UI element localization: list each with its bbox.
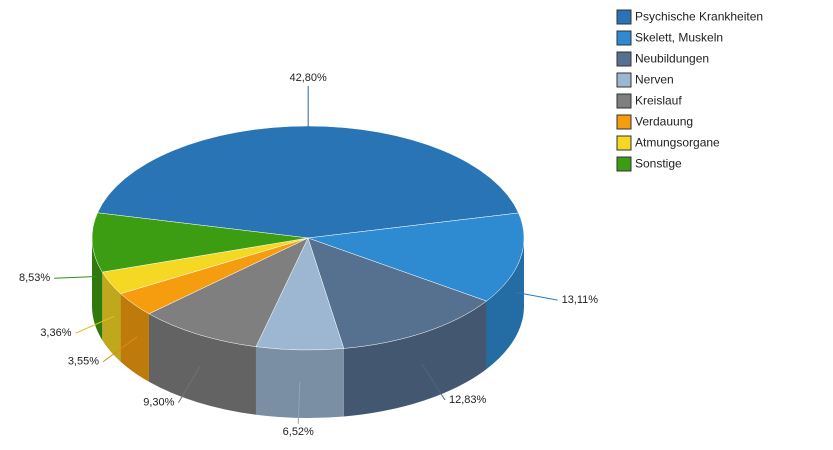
legend-label: Skelett, Muskeln (635, 31, 723, 45)
slice (307, 237, 488, 349)
legend-label: Verdauung (635, 115, 693, 129)
legend-swatch (616, 72, 632, 88)
leader-line (102, 336, 138, 363)
slice (148, 237, 309, 347)
legend-label: Nerven (635, 73, 674, 87)
legend-label: Sonstige (635, 157, 682, 171)
slice-side (92, 238, 103, 341)
data-label: 9,30% (143, 397, 174, 409)
legend-swatch (616, 156, 632, 172)
slice (307, 212, 525, 302)
data-label: 12,83% (449, 394, 487, 406)
legend-swatch (616, 135, 632, 151)
leader-line (75, 315, 115, 334)
leader-line (177, 366, 201, 403)
leader-line (421, 364, 446, 401)
slice-side (120, 293, 149, 382)
legend-label: Atmungsorgane (635, 136, 720, 150)
slice-side (148, 313, 256, 415)
legend-swatch (616, 9, 632, 25)
slice-side (102, 272, 121, 362)
legend-label: Neubildungen (635, 52, 709, 66)
slice-side (343, 301, 487, 417)
legend: Psychische Krankheiten Skelett, Muskeln Ne… (616, 9, 763, 172)
data-label: 3,55% (68, 356, 99, 368)
legend-swatch (616, 114, 632, 130)
data-label: 8,53% (19, 272, 50, 284)
data-label: 13,11% (562, 294, 599, 306)
legend-swatch (616, 93, 632, 109)
legend-label: Kreislauf (635, 94, 682, 108)
data-label: 42,80% (290, 72, 328, 84)
leader-line (297, 381, 301, 424)
legend-label: Psychische Krankheiten (635, 10, 763, 24)
slice (91, 212, 309, 273)
legend-swatch (616, 30, 632, 46)
leader-line (515, 291, 558, 301)
leader-line (54, 276, 97, 279)
data-label: 3,36% (40, 327, 71, 339)
legend-swatch (616, 51, 632, 67)
data-label: 6,52% (283, 426, 314, 438)
